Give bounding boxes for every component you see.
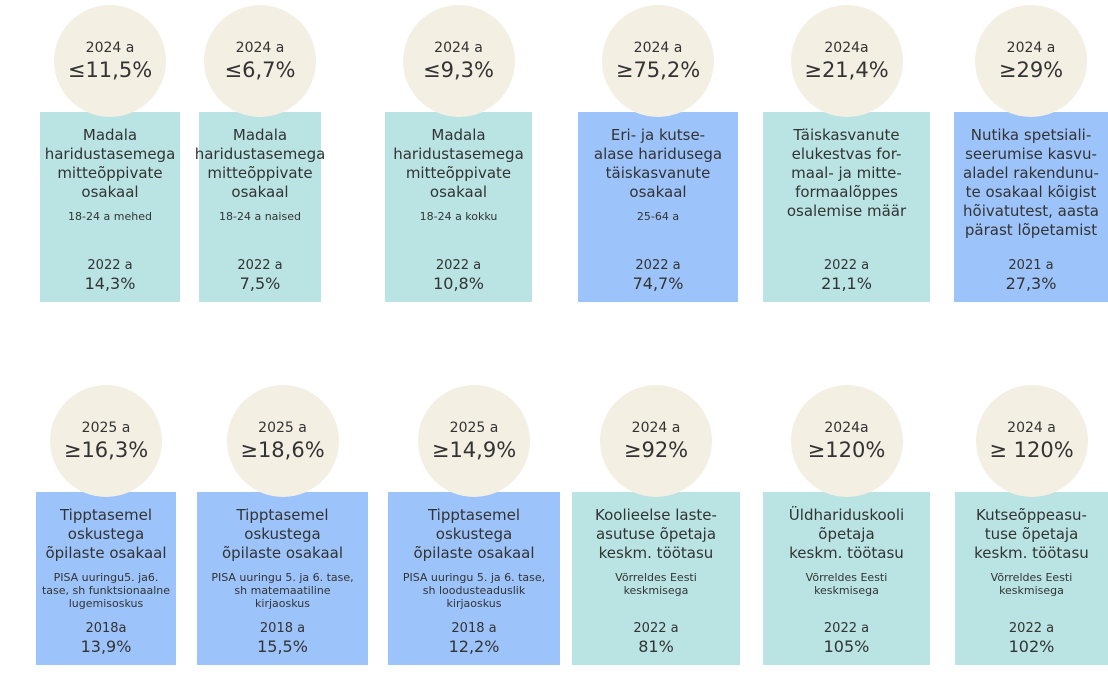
target-value: ≥14,9% <box>431 438 517 462</box>
base-year: 2022 a <box>823 258 870 273</box>
target-value: ≥29% <box>998 58 1064 82</box>
card-subtitle: 18-24 a kokku <box>419 210 498 223</box>
indicator-card: Madala haridustasemega mitteõppivate osa… <box>385 112 532 302</box>
base-year: 2022 a <box>87 258 133 273</box>
base-value: 105% <box>823 637 870 656</box>
target-year: 2024 a <box>235 40 285 56</box>
target-year: 2024 a <box>1006 40 1056 56</box>
target-value: ≤6,7% <box>224 58 296 82</box>
target-value: ≥18,6% <box>240 438 325 462</box>
target-year: 2024a <box>824 40 869 56</box>
target-year: 2024 a <box>434 40 483 56</box>
target-circle: 2024a ≥120% <box>790 385 903 497</box>
indicator-card: Nutika spetsiali- seerumise kasvu- alade… <box>954 112 1108 302</box>
target-year: 2024 a <box>633 40 683 56</box>
target-value: ≥75,2% <box>615 58 701 82</box>
card-title: Koolieelse laste- asutuse õpetaja keskm.… <box>595 506 717 562</box>
target-year: 2025 a <box>449 420 499 436</box>
card-title: Tipptasemel oskustega õpilaste osakaal <box>45 506 167 562</box>
card-subtitle: Võrreldes Eesti keskmisega <box>805 571 888 597</box>
target-year: 2025 a <box>258 420 307 436</box>
card-title: Üldhariduskooli õpetaja keskm. töötasu <box>788 506 905 562</box>
base-value: 15,5% <box>257 637 308 656</box>
card-title: Eri- ja kutse- alase haridusega täiskasv… <box>593 126 723 201</box>
target-circle: 2025 a ≥18,6% <box>226 385 339 497</box>
target-value: ≥21,4% <box>804 58 889 82</box>
target-circle: 2025 a ≥16,3% <box>50 385 162 497</box>
card-subtitle: Võrreldes Eesti keskmisega <box>990 571 1073 597</box>
target-value: ≥16,3% <box>63 438 149 462</box>
target-value: ≥ 120% <box>989 438 1074 462</box>
card-title: Kutseõppeasu- tuse õpetaja keskm. töötas… <box>974 506 1089 562</box>
indicator-card: Täiskasvanute elukestvas for- maal- ja m… <box>763 112 930 302</box>
card-title: Tipptasemel oskustega õpilaste osakaal <box>221 506 344 562</box>
target-year: 2024 a <box>85 40 135 56</box>
card-subtitle: PISA uuringu 5. ja 6. tase, sh loodustea… <box>402 571 546 610</box>
base-value: 74,7% <box>632 274 684 293</box>
base-value: 21,1% <box>821 274 872 293</box>
target-circle: 2024 a ≥75,2% <box>602 5 714 117</box>
target-value: ≤9,3% <box>423 58 494 82</box>
indicator-card: Eri- ja kutse- alase haridusega täiskasv… <box>578 112 738 302</box>
base-year: 2022 a <box>435 258 482 273</box>
indicator-card: Kutseõppeasu- tuse õpetaja keskm. töötas… <box>955 492 1108 665</box>
card-title: Täiskasvanute elukestvas for- maal- ja m… <box>786 126 907 220</box>
base-year: 2022 a <box>823 621 870 636</box>
base-year: 2022 a <box>1008 621 1055 636</box>
card-subtitle: PISA uuringu 5. ja 6. tase, sh matemaati… <box>211 571 354 610</box>
card-title: Madala haridustasemega mitteõppivate osa… <box>194 126 326 201</box>
target-circle: 2024 a ≤6,7% <box>204 5 316 117</box>
indicator-card: Madala haridustasemega mitteõppivate osa… <box>195 112 325 302</box>
base-value: 27,3% <box>1005 274 1057 293</box>
card-subtitle: PISA uuringu5. ja6. tase, sh funktsionaa… <box>41 571 170 610</box>
card-subtitle: Võrreldes Eesti keskmisega <box>615 571 697 597</box>
target-circle: 2024 a ≤9,3% <box>402 5 515 117</box>
base-value: 10,8% <box>433 274 484 293</box>
card-title: Madala haridustasemega mitteõppivate osa… <box>393 126 524 201</box>
card-title: Nutika spetsiali- seerumise kasvu- alade… <box>963 126 1099 239</box>
card-subtitle: 18-24 a mehed <box>68 210 152 223</box>
base-year: 2018 a <box>451 621 497 636</box>
target-year: 2024 a <box>631 420 681 436</box>
card-subtitle: 25-64 a <box>636 210 680 223</box>
base-value: 12,2% <box>448 637 500 656</box>
indicator-card: Tipptasemel oskustega õpilaste osakaal PI… <box>388 492 560 665</box>
indicator-card: Madala haridustasemega mitteõppivate osa… <box>40 112 180 302</box>
base-value: 102% <box>1008 637 1055 656</box>
base-year: 2021 a <box>1008 258 1054 273</box>
target-value: ≤11,5% <box>67 58 153 82</box>
base-value: 81% <box>638 637 674 656</box>
card-subtitle: 18-24 a naised <box>219 210 301 223</box>
target-year: 2024a <box>824 420 869 436</box>
indicator-card: Tipptasemel oskustega õpilaste osakaal PI… <box>197 492 368 665</box>
target-circle: 2024 a ≥ 120% <box>975 385 1088 497</box>
base-value: 13,9% <box>80 637 132 656</box>
base-year: 2022 a <box>633 621 679 636</box>
base-value: 7,5% <box>239 274 281 293</box>
target-circle: 2024 a ≥29% <box>975 5 1087 117</box>
target-circle: 2024 a ≥92% <box>600 385 712 497</box>
indicator-card: Üldhariduskooli õpetaja keskm. töötasu Võ… <box>763 492 930 665</box>
base-year: 2022 a <box>237 258 283 273</box>
target-circle: 2024a ≥21,4% <box>790 5 903 117</box>
indicator-card: Tipptasemel oskustega õpilaste osakaal PI… <box>36 492 176 665</box>
target-value: ≥120% <box>807 438 886 462</box>
target-year: 2025 a <box>81 420 131 436</box>
target-circle: 2025 a ≥14,9% <box>418 385 530 497</box>
target-value: ≥92% <box>623 438 689 462</box>
card-title: Madala haridustasemega mitteõppivate osa… <box>44 126 176 201</box>
base-year: 2022 a <box>635 258 681 273</box>
target-circle: 2024 a ≤11,5% <box>54 5 166 117</box>
base-year: 2018 a <box>259 621 306 636</box>
indicator-card: Koolieelse laste- asutuse õpetaja keskm.… <box>572 492 740 665</box>
base-year: 2018a <box>85 621 127 636</box>
card-title: Tipptasemel oskustega õpilaste osakaal <box>413 506 535 562</box>
base-value: 14,3% <box>84 274 136 293</box>
target-year: 2024 a <box>1007 420 1056 436</box>
